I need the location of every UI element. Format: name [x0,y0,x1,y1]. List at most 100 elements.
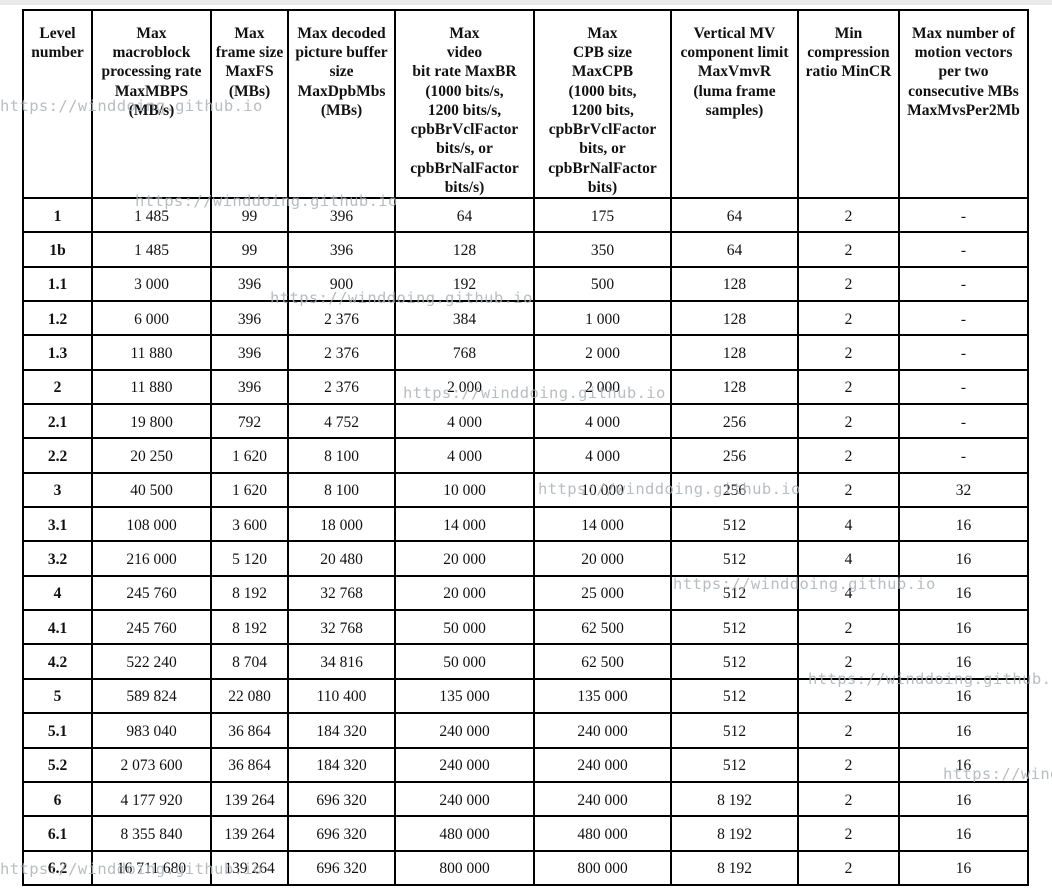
value-cell: 512 [670,712,799,749]
value-cell: 20 480 [287,540,396,577]
value-cell: 512 [670,609,799,646]
level-cell: 6 [22,780,93,818]
value-cell: 240 000 [533,780,672,818]
value-cell: 4 177 920 [91,780,212,818]
value-cell: 128 [670,265,799,303]
value-cell: 2 [797,677,900,715]
value-cell: 50 000 [394,609,535,646]
value-cell: 384 [394,300,535,337]
value-cell: 5 120 [210,540,289,577]
value-cell: 240 000 [394,746,535,783]
value-cell: 184 320 [287,712,396,749]
value-cell: 32 [898,471,1029,509]
value-cell: 16 [898,780,1029,818]
value-cell: 2 376 [287,334,396,371]
value-cell: 396 [210,300,289,337]
value-cell: 16 [898,712,1029,749]
header-min-cr: Min compression ratio MinCR [797,9,900,199]
value-cell: 20 000 [394,540,535,577]
value-cell: 16 [898,506,1029,543]
table-row: 1.1 3 000 396 900 192 500 128 2- [22,265,1029,303]
value-cell: 240 000 [533,712,672,749]
value-cell: 50 000 [394,643,535,680]
value-cell: 522 240 [91,643,212,680]
value-cell: 11 880 [91,334,212,371]
value-cell: 512 [670,677,799,715]
value-cell: 3 000 [91,265,212,303]
value-cell: 589 824 [91,677,212,715]
value-cell: 175 [533,196,672,234]
value-cell: 800 000 [394,849,535,886]
level-cell: 5.1 [22,712,93,749]
table-row: 2.1 19 800 792 4 752 4 000 4 000 256 2- [22,403,1029,440]
level-cell: 4.1 [22,609,93,646]
table-row: 2.2 20 250 1 620 8 100 4 000 4 000 256 2- [22,437,1029,474]
value-cell: - [898,231,1029,268]
value-cell: 2 000 [533,368,672,406]
value-cell: 11 880 [91,368,212,406]
value-cell: 512 [670,574,799,612]
header-max-dpb-mbs: Max decoded picture buffer size MaxDpbMb… [287,9,396,199]
header-max-br: Max video bit rate MaxBR (1000 bits/s, 1… [394,9,535,199]
value-cell: 184 320 [287,746,396,783]
value-cell: 396 [287,196,396,234]
value-cell: 6 000 [91,300,212,337]
value-cell: 20 000 [394,574,535,612]
value-cell: 240 000 [533,746,672,783]
value-cell: 18 000 [287,506,396,543]
header-max-cpb: Max CPB size MaxCPB (1000 bits, 1200 bit… [533,9,672,199]
value-cell: - [898,437,1029,474]
value-cell: 8 192 [210,609,289,646]
value-cell: 8 192 [210,574,289,612]
value-cell: 256 [670,403,799,440]
value-cell: 192 [394,265,535,303]
level-cell: 5.2 [22,746,93,783]
table-row: 4.1 245 760 8 192 32 768 50 000 62 500 512 2 16 [22,609,1029,646]
table-row: 6.2 16 711 680 139 264 696 320 800 000 800 00… [22,849,1029,886]
value-cell: 139 264 [210,849,289,886]
value-cell: 512 [670,746,799,783]
value-cell: 8 100 [287,471,396,509]
value-cell: 25 000 [533,574,672,612]
level-cell: 3.2 [22,540,93,577]
value-cell: 2 [797,196,900,234]
level-cell: 4 [22,574,93,612]
value-cell: 99 [210,231,289,268]
value-cell: 36 864 [210,712,289,749]
value-cell: 16 [898,643,1029,680]
value-cell: 128 [670,300,799,337]
table-row: 3.1 108 000 3 600 18 000 14 000 14 000 512 4 16 [22,506,1029,543]
value-cell: 1 620 [210,437,289,474]
value-cell: 128 [670,334,799,371]
value-cell: 128 [394,231,535,268]
value-cell: 2 376 [287,300,396,337]
value-cell: 3 600 [210,506,289,543]
level-cell: 3 [22,471,93,509]
value-cell: 19 800 [91,403,212,440]
table-row: 3.2 216 000 5 120 20 480 20 000 20 000 512 4 16 [22,540,1029,577]
value-cell: - [898,334,1029,371]
value-cell: 99 [210,196,289,234]
value-cell: 16 [898,746,1029,783]
value-cell: 64 [670,196,799,234]
value-cell: 396 [210,368,289,406]
header-level-number: Level number [22,9,93,199]
table-header: Level number Max macroblock processing r… [22,9,1029,199]
table-row: 5.1 983 040 36 864 184 320 240 000 240 000 512… [22,712,1029,749]
level-cell: 4.2 [22,643,93,680]
table-row: 2 11 880 396 2 376 2 000 2 000 128 2- [22,368,1029,406]
value-cell: 32 768 [287,574,396,612]
table-row: 4 245 760 8 192 32 768 20 000 25 000 512 4 16 [22,574,1029,612]
level-cell: 2 [22,368,93,406]
header-max-mvs-per-2mb: Max number of motion vectors per two con… [898,9,1029,199]
value-cell: 64 [670,231,799,268]
level-cell: 1 [22,196,93,234]
value-cell: 256 [670,471,799,509]
value-cell: 245 760 [91,574,212,612]
value-cell: 16 [898,574,1029,612]
table-row: 6.1 8 355 840 139 264 696 320 480 000 480 000… [22,815,1029,852]
value-cell: 2 [797,265,900,303]
level-cell: 1.2 [22,300,93,337]
